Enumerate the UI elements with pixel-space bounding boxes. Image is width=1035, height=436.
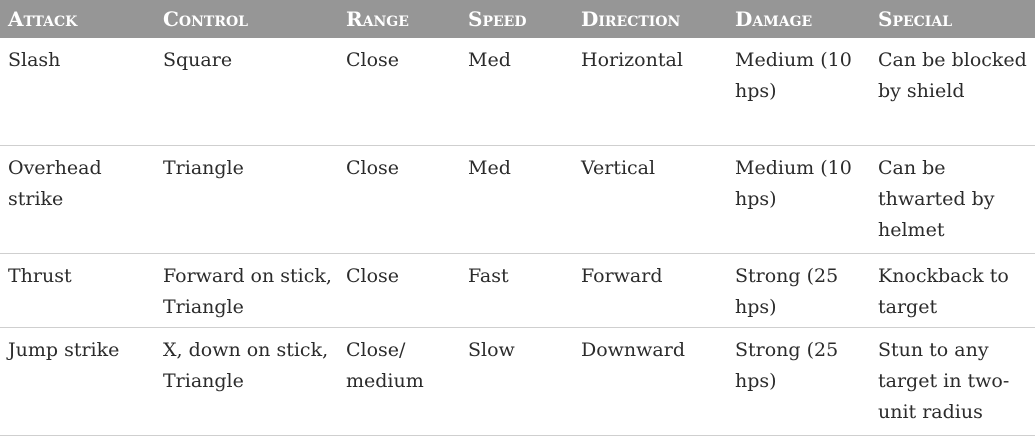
cell-special: Stun to any target in two-unit radius: [870, 327, 1035, 436]
header-damage: Damage: [727, 0, 870, 38]
cell-direction: Horizontal: [573, 38, 727, 146]
table-row: Slash Square Close Med Horizontal Medium…: [0, 38, 1035, 146]
cell-attack: Thrust: [0, 253, 155, 328]
cell-attack: Overhead strike: [0, 145, 155, 254]
cell-speed: Med: [460, 145, 573, 254]
cell-range: Close: [338, 145, 460, 254]
header-direction: Direction: [573, 0, 727, 38]
cell-control: X, down on stick, Triangle: [155, 327, 338, 436]
cell-direction: Vertical: [573, 145, 727, 254]
cell-damage: Medium (10 hps): [727, 145, 870, 254]
cell-attack: Jump strike: [0, 327, 155, 436]
cell-damage: Strong (25 hps): [727, 253, 870, 328]
table-row: Overhead strike Triangle Close Med Verti…: [0, 145, 1035, 254]
cell-control: Triangle: [155, 145, 338, 254]
header-control: Control: [155, 0, 338, 38]
cell-speed: Med: [460, 38, 573, 146]
cell-control: Square: [155, 38, 338, 146]
cell-attack: Slash: [0, 38, 155, 146]
header-speed: Speed: [460, 0, 573, 38]
cell-direction: Forward: [573, 253, 727, 328]
cell-speed: Slow: [460, 327, 573, 436]
cell-damage: Medium (10 hps): [727, 38, 870, 146]
cell-direction: Downward: [573, 327, 727, 436]
cell-control: Forward on stick, Triangle: [155, 253, 338, 328]
table-row: Jump strike X, down on stick, Triangle C…: [0, 327, 1035, 436]
header-row: Attack Control Range Speed Direction Dam…: [0, 0, 1035, 38]
header-attack: Attack: [0, 0, 155, 38]
header-range: Range: [338, 0, 460, 38]
cell-range: Close: [338, 253, 460, 328]
cell-special: Can be blocked by shield: [870, 38, 1035, 146]
cell-speed: Fast: [460, 253, 573, 328]
cell-damage: Strong (25 hps): [727, 327, 870, 436]
table-row: Thrust Forward on stick, Triangle Close …: [0, 253, 1035, 328]
cell-special: Knockback to target: [870, 253, 1035, 328]
cell-range: Close/ medium: [338, 327, 460, 436]
cell-special: Can be thwarted by helmet: [870, 145, 1035, 254]
cell-range: Close: [338, 38, 460, 146]
header-special: Special: [870, 0, 1035, 38]
